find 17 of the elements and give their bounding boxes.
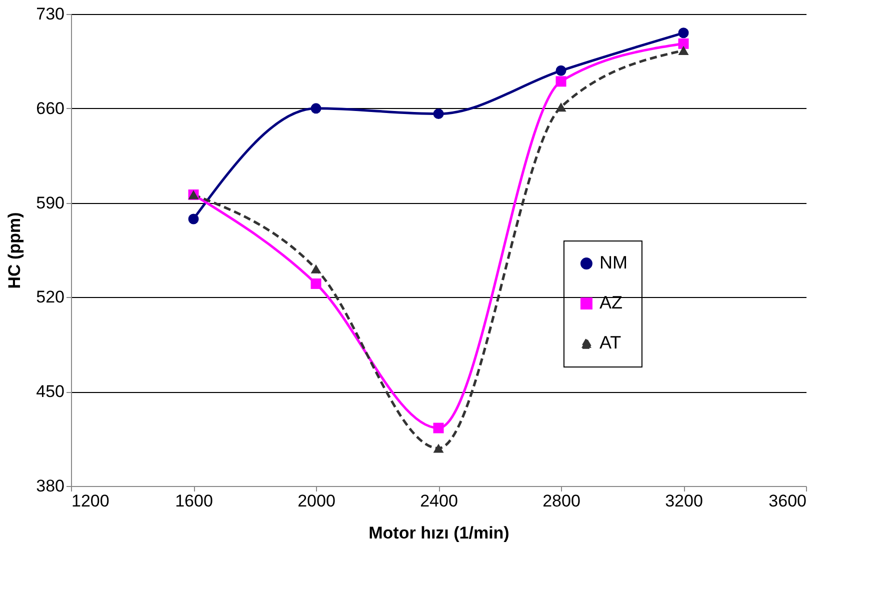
- y-tick-label: 590: [36, 193, 64, 212]
- x-tick-label: 3600: [768, 492, 806, 510]
- x-tick-label: 1600: [175, 492, 213, 510]
- x-tick-label: 2000: [298, 492, 336, 510]
- x-axis-title: Motor hızı (1/min): [368, 524, 510, 542]
- y-tick-label: 380: [36, 476, 64, 496]
- legend-label: AT: [599, 332, 622, 353]
- y-tick-label: 520: [36, 288, 64, 307]
- x-tick-label: 2800: [542, 492, 580, 510]
- y-tick-label: 450: [36, 382, 64, 402]
- x-tick-label: 1200: [72, 492, 110, 510]
- x-tick-label: 3200: [665, 492, 703, 510]
- y-axis-title: HC (ppm): [5, 212, 24, 289]
- y-tick-label: 730: [36, 4, 64, 24]
- legend-label: NM: [599, 252, 628, 273]
- y-tick-label: 660: [36, 98, 64, 118]
- x-tick-label: 2400: [420, 492, 458, 510]
